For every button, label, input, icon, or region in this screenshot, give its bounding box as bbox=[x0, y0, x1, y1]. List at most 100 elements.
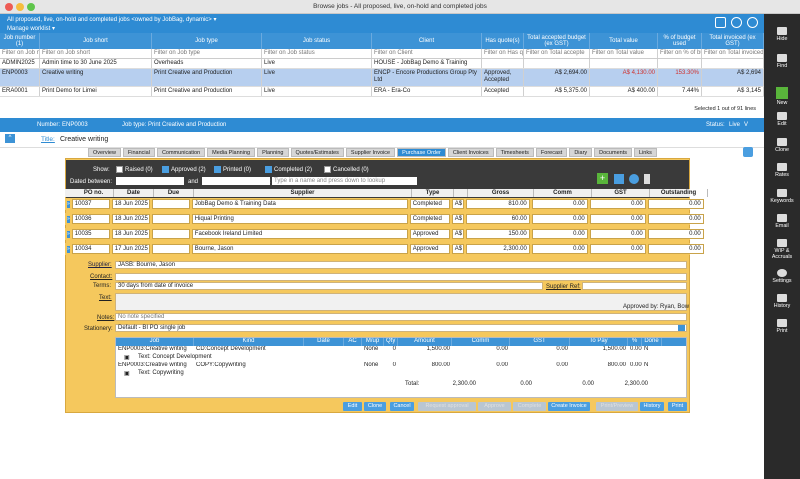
terms-field[interactable]: 30 days from date of invoice bbox=[115, 282, 543, 290]
cancel-button[interactable]: Cancel bbox=[390, 402, 414, 411]
sidebar-item-rates[interactable]: Rates bbox=[764, 163, 800, 178]
po-header-cell[interactable]: GST bbox=[592, 189, 650, 197]
notes-field[interactable]: No note specified bbox=[115, 313, 687, 321]
sidebar-item-find[interactable]: Find bbox=[764, 54, 800, 69]
print-preview-button[interactable]: Print/Preview bbox=[596, 402, 638, 411]
worklist-title[interactable]: All proposed, live, on-hold and complete… bbox=[7, 17, 217, 23]
item-row[interactable]: ENP0003:Creative writing COPY:Copywriting… bbox=[116, 362, 686, 370]
grid-filter-input[interactable]: Filter on Has quo bbox=[484, 49, 524, 58]
request-approval-button[interactable]: Request approval bbox=[418, 402, 476, 411]
sidebar-item-email[interactable]: Email bbox=[764, 214, 800, 229]
expand-row-icon[interactable]: » bbox=[67, 201, 70, 208]
grid-header-cell[interactable]: Total accepted budget (ex GST) bbox=[524, 33, 590, 49]
sidebar-item-print[interactable]: Print bbox=[764, 319, 800, 334]
tab-client-invoices[interactable]: Client Invoices bbox=[447, 148, 494, 157]
po-header-cell[interactable]: Gross bbox=[468, 189, 534, 197]
grid-header-cell[interactable]: Total value bbox=[590, 33, 658, 49]
sidebar-item-keywords[interactable]: Keywords bbox=[764, 189, 800, 204]
grid-filter-input[interactable]: Filter on Total invoiced (e bbox=[704, 49, 764, 58]
po-row[interactable]: » 10034 17 Jun 2025 Bourne, Jason Approved A$… bbox=[65, 243, 704, 255]
tab-media-planning[interactable]: Media Planning bbox=[207, 148, 256, 157]
stationery-select[interactable]: Default - BI PO single job bbox=[115, 324, 687, 332]
tab-supplier-invoice[interactable]: Supplier Invoice bbox=[345, 148, 396, 157]
gear-icon[interactable] bbox=[629, 174, 639, 184]
create-invoice-button[interactable]: Create Invoice bbox=[548, 402, 590, 411]
refresh-icon[interactable] bbox=[731, 17, 742, 28]
text-field[interactable] bbox=[115, 293, 687, 311]
grid-header-cell[interactable]: Total invoiced (ex GST) bbox=[702, 33, 764, 49]
date-to-input[interactable] bbox=[202, 177, 270, 185]
sidebar-item-clone[interactable]: Clone bbox=[764, 138, 800, 153]
item-row[interactable]: ENP0003:Creative writing CD:Concept Devel… bbox=[116, 346, 686, 354]
po-header-cell[interactable] bbox=[454, 189, 468, 197]
tab-documents[interactable]: Documents bbox=[594, 148, 632, 157]
grid-filter-input[interactable]: Filter on Client bbox=[372, 49, 482, 58]
manage-worklist-link[interactable]: Manage worklist ▾ bbox=[7, 26, 56, 32]
po-header-cell[interactable]: Date bbox=[114, 189, 154, 197]
grid-filter-input[interactable]: Filter on Job type bbox=[152, 49, 262, 58]
grid-header-cell[interactable]: % of budget used bbox=[658, 33, 702, 49]
gear-icon[interactable] bbox=[747, 17, 758, 28]
approved-checkbox[interactable] bbox=[162, 166, 169, 173]
tab-planning[interactable]: Planning bbox=[257, 148, 289, 157]
po-header-cell[interactable]: Type bbox=[412, 189, 454, 197]
printed-checkbox[interactable] bbox=[214, 166, 221, 173]
grid-header-cell[interactable]: Job short bbox=[40, 33, 152, 49]
tab-diary[interactable]: Diary bbox=[569, 148, 593, 157]
clone-button[interactable]: Clone bbox=[364, 402, 386, 411]
item-text-icon[interactable]: ▣ bbox=[124, 371, 130, 377]
calculator-icon[interactable] bbox=[644, 174, 650, 184]
grid-header-cell[interactable]: Job type bbox=[152, 33, 262, 49]
grid-filter-input[interactable]: Filter on Total accepte bbox=[524, 49, 590, 58]
sidebar-item-hide[interactable]: Hide bbox=[764, 27, 800, 42]
sidebar-item-settings[interactable]: Settings bbox=[764, 269, 800, 284]
expand-row-icon[interactable]: » bbox=[67, 231, 70, 238]
cancelled-checkbox[interactable] bbox=[324, 166, 331, 173]
po-header-cell[interactable]: Due bbox=[154, 189, 194, 197]
grid-header-cell[interactable]: Client bbox=[372, 33, 482, 49]
grid-filter-input[interactable]: Filter on Job short bbox=[40, 49, 152, 58]
tab-timesheets[interactable]: Timesheets bbox=[495, 148, 534, 157]
tab-overview[interactable]: Overview bbox=[88, 148, 121, 157]
grid-header-cell[interactable]: Has quote(s) bbox=[482, 33, 524, 49]
po-row[interactable]: » 10036 18 Jun 2025 Hiqual Printing Complete… bbox=[65, 213, 704, 225]
expand-row-icon[interactable]: » bbox=[67, 216, 70, 223]
add-po-icon[interactable]: + bbox=[597, 173, 608, 184]
po-header-cell[interactable]: PO no. bbox=[74, 189, 114, 197]
po-row[interactable]: » 10035 18 Jun 2025 Facebook Ireland Limite… bbox=[65, 228, 704, 240]
table-row[interactable]: ADMIN2025 Admin time to 30 June 2025 Overh… bbox=[0, 59, 764, 69]
calculator-icon[interactable] bbox=[715, 17, 726, 28]
completed-checkbox[interactable] bbox=[265, 166, 272, 173]
history-button[interactable]: History bbox=[640, 402, 664, 411]
po-header-cell[interactable]: Comm bbox=[534, 189, 592, 197]
close-window-button[interactable] bbox=[5, 3, 13, 11]
expand-up-icon[interactable]: ^ bbox=[5, 134, 15, 143]
raised-checkbox[interactable] bbox=[116, 166, 123, 173]
print-button[interactable]: Print bbox=[668, 402, 687, 411]
contact-field[interactable] bbox=[115, 273, 687, 281]
grid-header-cell[interactable]: Job status bbox=[262, 33, 372, 49]
table-row[interactable]: ENP0003 Creative writing Print Creative an… bbox=[0, 69, 764, 87]
item-text-icon[interactable]: ▣ bbox=[124, 355, 130, 361]
po-row[interactable]: » 10037 18 Jun 2025 JobBag Demo & Training … bbox=[65, 198, 704, 210]
grid-filter-input[interactable]: Filter on Job status bbox=[262, 49, 372, 58]
grid-filter-input[interactable]: Filter on % of bu bbox=[660, 49, 702, 58]
edit-button[interactable]: Edit bbox=[343, 402, 362, 411]
date-from-input[interactable] bbox=[116, 177, 184, 185]
po-header-cell[interactable]: Outstanding bbox=[650, 189, 708, 197]
complete-button[interactable]: Complete bbox=[513, 402, 546, 411]
grid-header-cell[interactable]: Job number (1) bbox=[0, 33, 40, 49]
sidebar-item-new[interactable]: New bbox=[764, 87, 800, 106]
supplier-field[interactable]: JASB: Bourne, Jason bbox=[115, 261, 687, 269]
grid-filter-input[interactable]: Filter on Total value bbox=[590, 49, 658, 58]
sidebar-item-history[interactable]: History bbox=[764, 294, 800, 309]
sidebar-item-wip-accruals[interactable]: WIP & Accruals bbox=[764, 239, 800, 260]
supplier-filter-input[interactable]: Type in a name and press down to lookup bbox=[272, 177, 417, 185]
supplier-ref-field[interactable] bbox=[582, 282, 687, 290]
tab-forecast[interactable]: Forecast bbox=[535, 148, 568, 157]
sidebar-item-edit[interactable]: Edit bbox=[764, 112, 800, 127]
tab-communication[interactable]: Communication bbox=[156, 148, 206, 157]
table-row[interactable]: ERA0001 Print Demo for Limei Print Creativ… bbox=[0, 87, 764, 97]
grid-filter-input[interactable]: Filter on Job num bbox=[2, 49, 40, 58]
collapse-icon[interactable]: V bbox=[744, 122, 749, 128]
